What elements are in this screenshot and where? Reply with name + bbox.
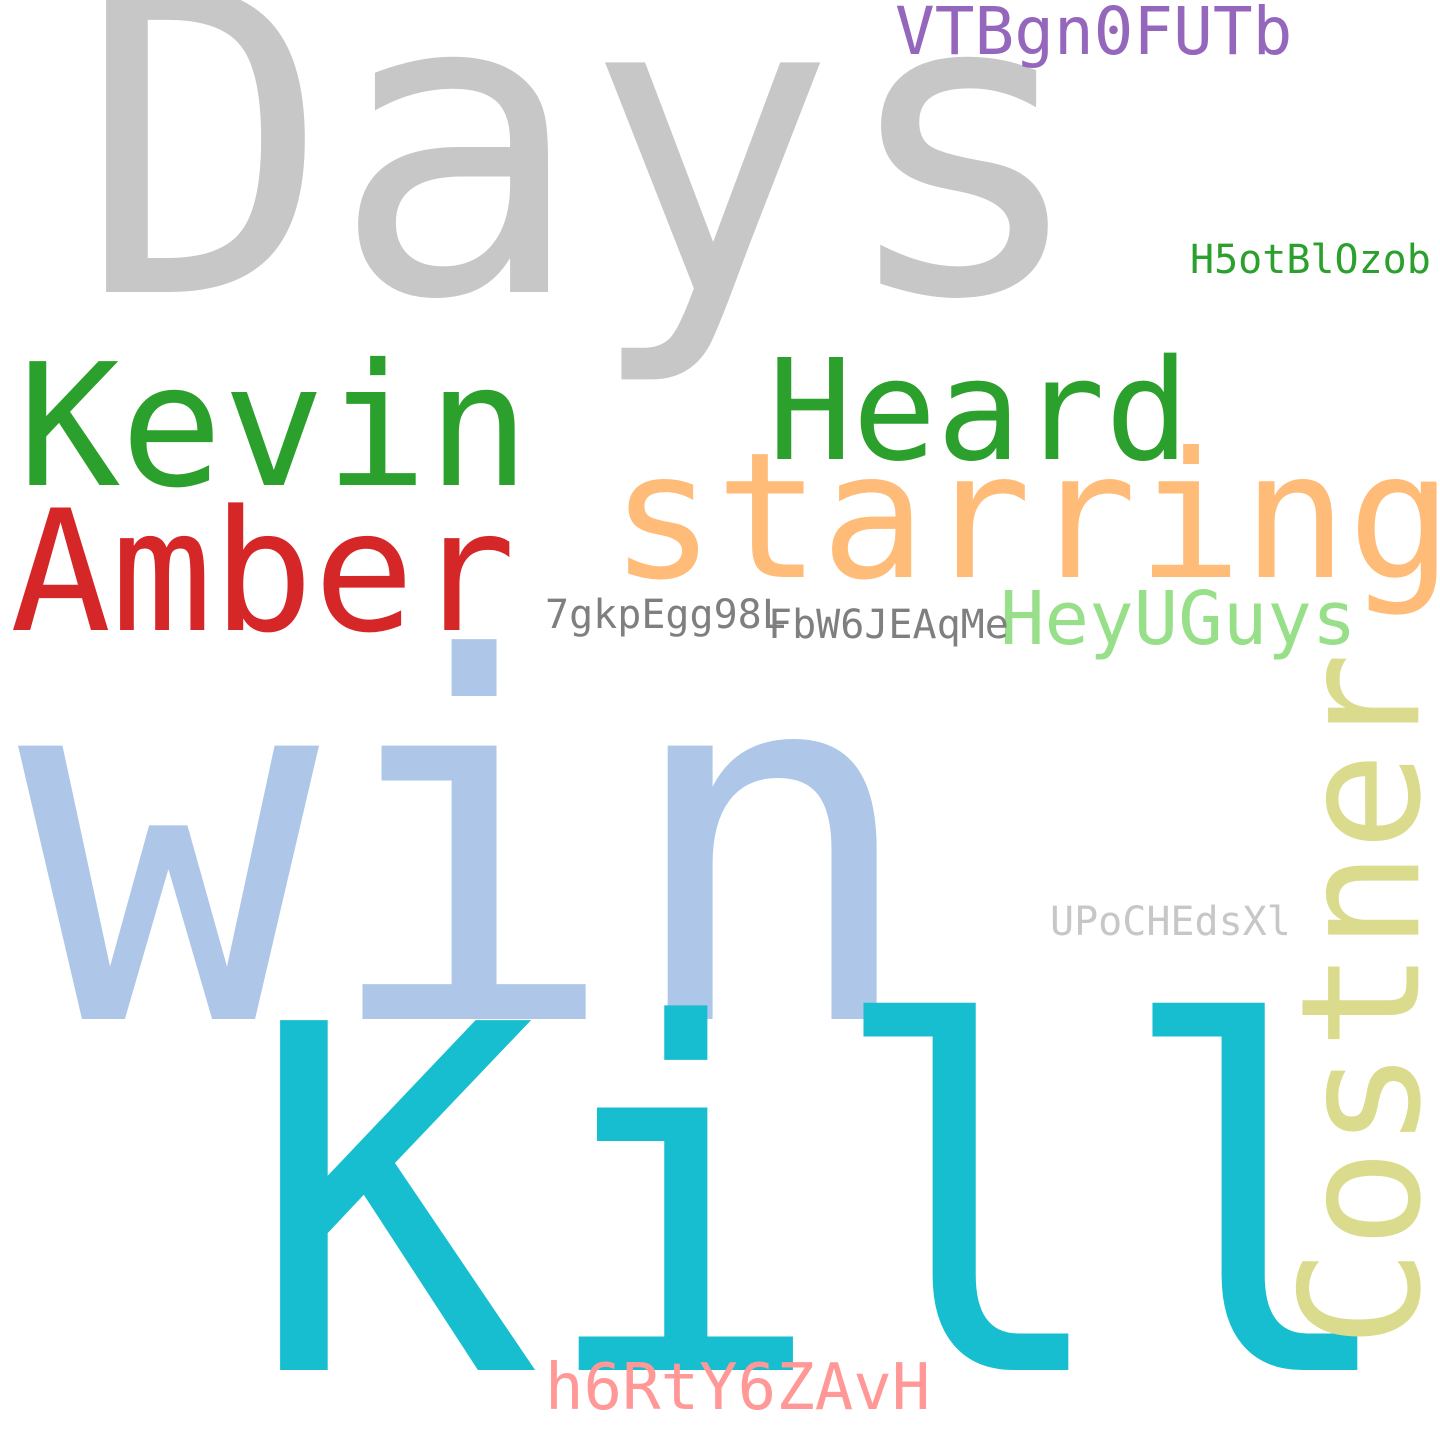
word-heard: Heard (768, 330, 1190, 493)
word-days: Days (78, 0, 1090, 392)
word-upochedsxl: UPoCHEdsXl (1050, 899, 1291, 945)
word-vtbgn0futb: VTBgn0FUTb (895, 0, 1293, 70)
word-h5otblozob: H5otBlOzob (1190, 237, 1431, 283)
word-win: win (18, 555, 922, 1137)
word-kill: Kill (248, 925, 1404, 1440)
word-amber: Amber (10, 474, 516, 670)
word-heyuguys: HeyUGuys (1000, 576, 1357, 662)
word-fbw6jeaqme: FbW6JEAqMe (768, 602, 1009, 648)
word-h6rty6zavh: h6RtY6ZAvH (545, 1351, 931, 1425)
word-7gkpegg98l: 7gkpEgg98L (545, 592, 786, 638)
word-starring: starring (610, 416, 1440, 619)
word-costner: Costner (1265, 652, 1440, 1348)
word-kevin: Kevin (18, 328, 530, 526)
